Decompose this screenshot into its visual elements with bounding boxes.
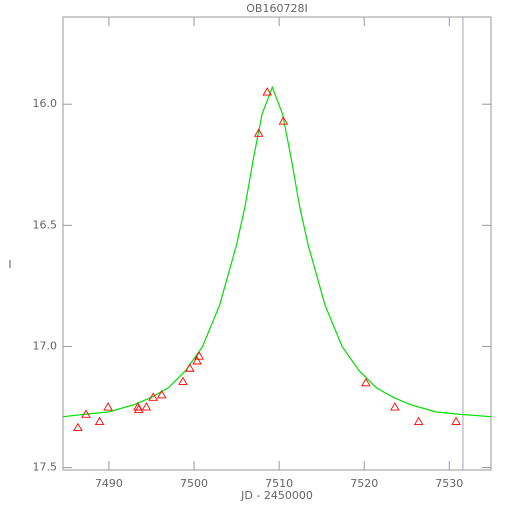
model-curve: [62, 85, 492, 418]
data-point: [133, 404, 144, 413]
data-point: [390, 402, 400, 411]
data-point: [81, 409, 91, 418]
x-tick-label: 7490: [95, 477, 123, 490]
x-tick-label: 7530: [435, 477, 463, 490]
data-point: [178, 376, 188, 386]
data-point: [133, 402, 143, 411]
y-tick-label: 16.5: [33, 218, 58, 231]
data-point: [451, 416, 461, 426]
data-point: [103, 402, 113, 411]
data-point: [262, 87, 272, 96]
data-point: [156, 389, 167, 399]
data-point: [194, 351, 204, 360]
data-point: [94, 416, 105, 426]
data-point: [361, 377, 371, 387]
y-tick-label: 17.0: [33, 339, 58, 352]
plot-frame: [62, 16, 492, 471]
chart-title: OB160728I: [246, 2, 307, 15]
x-axis-label: JD - 2450000: [240, 489, 313, 502]
data-point: [413, 416, 424, 426]
data-point: [73, 422, 83, 432]
x-tick-label: 7500: [180, 477, 208, 490]
data-point: [278, 116, 289, 125]
y-tick-label: 16.0: [33, 97, 58, 110]
y-tick-label: 17.5: [33, 461, 58, 474]
data-point: [148, 392, 158, 401]
data-point: [253, 128, 264, 137]
x-tick-label: 7520: [350, 477, 378, 490]
data-point: [192, 356, 202, 365]
y-axis-label: I: [8, 258, 11, 271]
data-point: [141, 402, 152, 411]
data-point: [185, 363, 195, 372]
x-tick-label: 7510: [265, 477, 293, 490]
